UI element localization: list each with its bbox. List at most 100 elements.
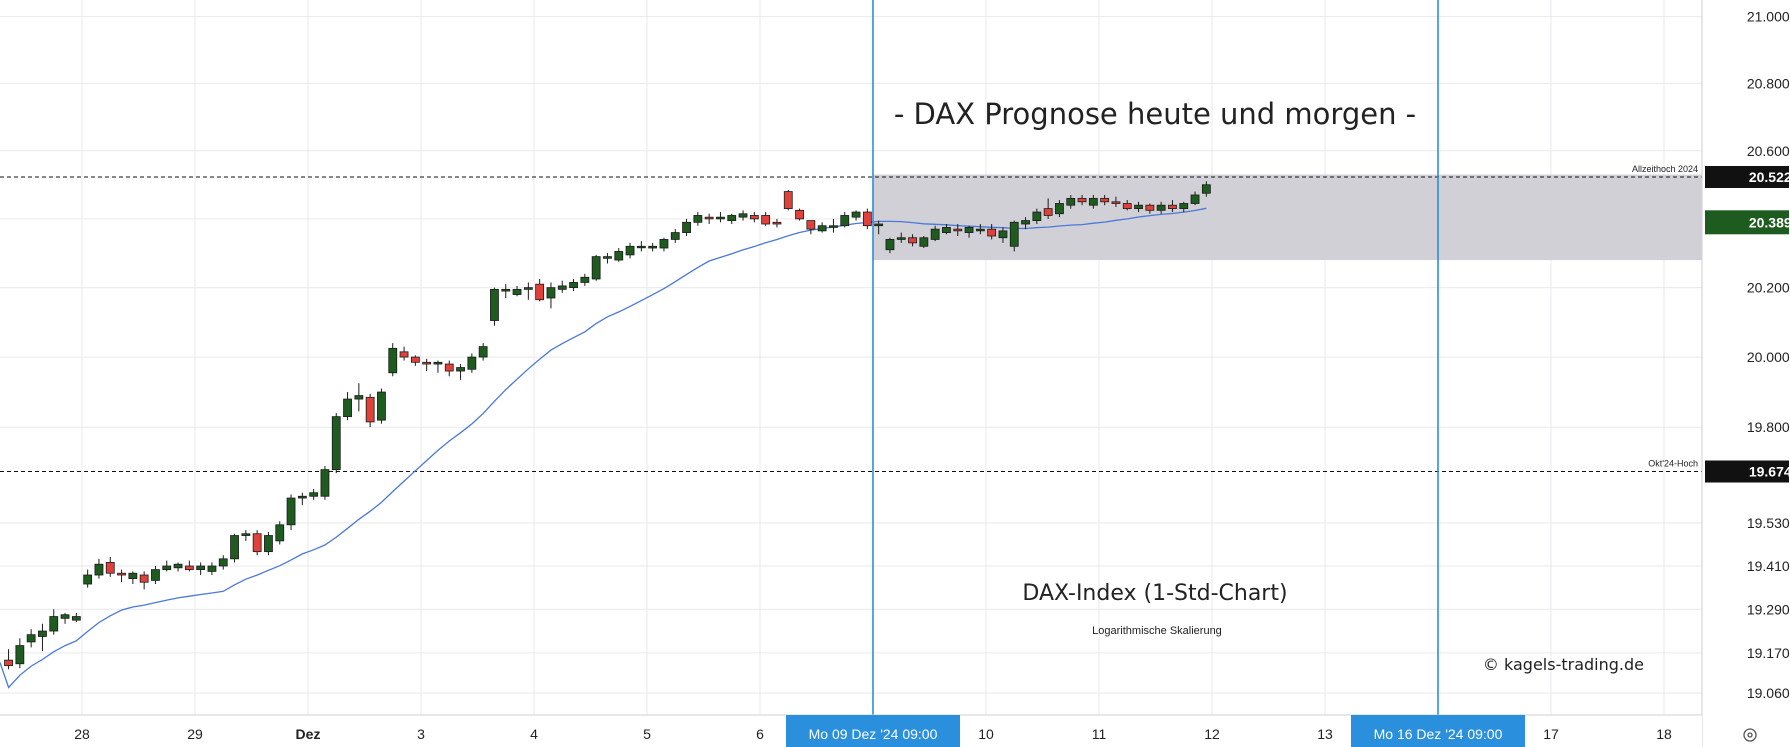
chart-title: - DAX Prognose heute und morgen - <box>894 97 1416 131</box>
candle <box>580 273 590 286</box>
x-tick-label: 29 <box>187 726 203 742</box>
candle <box>297 492 307 506</box>
candle-body <box>1201 184 1211 194</box>
candle-body <box>1156 204 1166 211</box>
candle <box>1021 217 1030 230</box>
candle <box>874 220 884 235</box>
candle-body <box>840 215 850 227</box>
candle-body <box>614 251 624 261</box>
candle-body <box>4 659 13 666</box>
x-axis: 28 29 Dez 3 4 5 6 10 11 12 13 17 18 Mo 09 Dez '24 09:… <box>0 714 1702 747</box>
settings-gear-icon[interactable] <box>1743 728 1757 742</box>
candle-body <box>1100 197 1110 203</box>
candle-body <box>535 283 545 301</box>
candle <box>365 393 375 428</box>
x-tick-label: 13 <box>1317 726 1333 742</box>
current-price-box <box>1705 210 1789 235</box>
candle <box>636 241 646 252</box>
candle <box>693 212 703 226</box>
candle <box>320 466 330 500</box>
candle <box>1055 200 1064 218</box>
candle-body <box>1088 197 1098 206</box>
candle <box>275 521 285 545</box>
marker-date-badge <box>1351 715 1525 747</box>
candle <box>896 232 906 243</box>
candle <box>218 555 228 570</box>
candle <box>38 623 47 652</box>
candle-body <box>546 287 556 299</box>
x-tick-label: 6 <box>756 726 764 742</box>
watermark: © kagels-trading.de <box>1483 655 1644 674</box>
candle-body <box>444 363 454 372</box>
candle-body <box>218 558 228 567</box>
candle <box>964 225 974 238</box>
candle <box>444 360 454 377</box>
candle-body <box>1134 204 1143 210</box>
candle <box>749 212 759 223</box>
candle <box>670 229 680 243</box>
candle-body <box>761 215 771 225</box>
candle-body <box>467 356 477 370</box>
candle <box>998 227 1008 243</box>
candle-body <box>388 347 398 374</box>
candle <box>659 237 669 252</box>
x-tick-label: 28 <box>74 726 90 742</box>
candle-body <box>60 614 70 619</box>
candle-body <box>433 361 443 365</box>
candle <box>1168 200 1177 213</box>
candle <box>467 353 477 373</box>
candle-body <box>772 221 782 225</box>
candle-body <box>874 223 884 227</box>
candle-body <box>15 645 25 665</box>
candle-body <box>1190 194 1200 204</box>
candle-body <box>964 227 974 233</box>
y-tick-label: 19.530,00 <box>1747 515 1790 531</box>
candle-body <box>795 209 804 220</box>
candle-body <box>783 191 793 210</box>
candle-body <box>1066 197 1076 206</box>
candle <box>128 571 138 585</box>
y-tick-label: 21.000,00 <box>1747 9 1790 25</box>
candle <box>795 208 804 221</box>
x-tick-label: 3 <box>417 726 425 742</box>
candle-body <box>1179 203 1189 210</box>
candle-body <box>636 245 646 249</box>
candle <box>625 242 635 259</box>
candle-body <box>908 237 917 244</box>
candle <box>490 287 499 326</box>
candle-body <box>885 239 895 251</box>
y-tick-label: 20.000,00 <box>1747 349 1790 365</box>
candle <box>331 413 341 474</box>
candle-body <box>478 346 488 358</box>
candle <box>953 224 963 237</box>
candle-body <box>38 630 47 637</box>
candle <box>806 220 816 235</box>
candle-body <box>162 565 172 571</box>
candle <box>252 530 262 556</box>
candle <box>919 236 929 249</box>
candle <box>354 383 364 412</box>
candle <box>930 225 940 242</box>
candle <box>682 218 691 237</box>
candle-body <box>320 469 330 497</box>
candle <box>151 566 160 585</box>
candle <box>4 649 13 670</box>
candle <box>727 213 737 225</box>
candle-body <box>1122 203 1132 210</box>
y-tick-label: 19.170,00 <box>1747 645 1790 661</box>
candle-body <box>252 533 262 553</box>
candle-body <box>264 535 273 553</box>
candle-body <box>1111 201 1121 204</box>
candle <box>71 612 81 622</box>
candle <box>15 638 25 669</box>
candle <box>975 224 985 235</box>
x-tick-label: 12 <box>1204 726 1220 742</box>
candle <box>738 210 748 221</box>
candle-body <box>365 396 375 423</box>
candle-body <box>930 228 940 240</box>
moving-average-layer <box>0 207 1207 689</box>
candle <box>851 210 861 221</box>
y-tick-label: 20.600,00 <box>1747 143 1790 159</box>
candle <box>60 612 70 624</box>
